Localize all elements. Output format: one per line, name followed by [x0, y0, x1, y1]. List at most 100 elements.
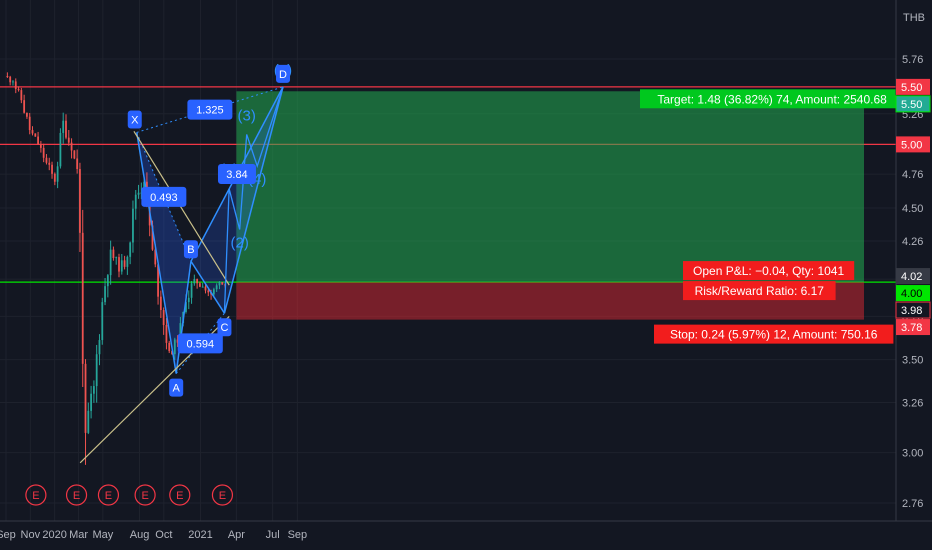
event-marker-label: E	[219, 490, 226, 502]
candle-body	[168, 342, 171, 352]
candle-body	[179, 323, 182, 343]
candle-body	[109, 249, 112, 276]
price-badge-label: 5.00	[901, 139, 922, 151]
pattern-point-label: C	[220, 322, 228, 334]
pattern-point-label: A	[173, 383, 181, 395]
candle-body	[190, 283, 193, 298]
candle-body	[134, 194, 137, 209]
candle-body	[95, 354, 98, 387]
stop-label: Stop: 0.24 (5.97%) 12, Amount: 750.16	[670, 328, 878, 342]
candle-body	[196, 279, 199, 284]
x-tick-label: Aug	[130, 529, 150, 541]
pattern-leg-xa	[136, 132, 177, 374]
candle-body	[23, 100, 26, 113]
price-badge-label: 5.50	[901, 82, 922, 94]
candle-body	[56, 166, 59, 182]
y-tick-label: 4.26	[902, 236, 923, 248]
candle-body	[173, 339, 176, 355]
price-badge	[896, 78, 930, 95]
candle-body	[76, 158, 79, 170]
candle-body	[212, 289, 215, 295]
candle-body	[140, 192, 143, 194]
candle-body	[45, 157, 48, 163]
candle-body	[221, 282, 224, 285]
candle-body	[20, 90, 23, 101]
wave-label: (3)	[238, 107, 256, 124]
x-tick-label: Jul	[266, 529, 280, 541]
candle-body	[126, 256, 129, 267]
ratio-badge	[187, 99, 233, 120]
candle-body	[39, 144, 42, 148]
pattern-leg-ab	[175, 261, 192, 374]
pnl-label-box	[683, 261, 855, 281]
price-badge-label: 4.02	[901, 271, 922, 283]
x-tick-label: Oct	[155, 529, 172, 541]
currency-label: THB	[903, 12, 925, 24]
target-label: Target: 1.48 (36.82%) 74, Amount: 2540.6…	[657, 92, 887, 106]
ratio-label: 0.493	[150, 192, 178, 204]
pattern-diag-xb	[136, 132, 192, 262]
event-marker	[97, 484, 120, 506]
candle-body	[123, 260, 126, 267]
x-tick-label: Sep	[0, 529, 16, 541]
price-badge	[896, 268, 930, 285]
event-marker-label: E	[105, 490, 112, 502]
candle-body	[201, 286, 204, 288]
risk-reward-label: Risk/Reward Ratio: 6.17	[695, 284, 825, 298]
candle-body	[187, 297, 190, 303]
x-tick-label: Apr	[228, 529, 245, 541]
event-marker	[169, 484, 191, 506]
price-badge	[896, 136, 930, 153]
candle-body	[87, 410, 90, 433]
candle-body	[73, 150, 76, 159]
candle-body	[51, 164, 53, 174]
candle-body	[6, 76, 9, 78]
position-labels: Target: 1.48 (36.82%) 74, Amount: 2540.6…	[640, 89, 905, 344]
candle-body	[215, 285, 218, 290]
x-tick-label: May	[92, 529, 113, 541]
candle-body	[9, 76, 12, 83]
event-marker-label: E	[141, 490, 148, 502]
candle-body	[132, 208, 134, 243]
event-marker	[65, 484, 88, 506]
grid	[0, 0, 896, 521]
candle-body	[204, 286, 207, 291]
candle-body	[106, 275, 109, 287]
time-axis-background	[0, 521, 932, 550]
event-marker-label: E	[32, 490, 39, 502]
candle-body	[65, 120, 67, 138]
candle-body	[129, 242, 132, 257]
pattern-point-label: B	[187, 244, 194, 256]
candle-body	[176, 339, 179, 343]
ratio-label: 3.84	[226, 169, 247, 181]
candle-body	[67, 137, 70, 143]
candle-body	[98, 340, 101, 355]
candle-body	[53, 173, 56, 182]
pnl-label: Open P&L: −0.04, Qty: 1041	[693, 264, 844, 278]
ratio-label: 1.325	[196, 105, 224, 117]
candle-body	[48, 162, 51, 165]
y-tick-label: 5.76	[902, 54, 923, 66]
candle-body	[115, 257, 118, 259]
x-tick-label: Mar	[69, 529, 88, 541]
x-tick-label: Sep	[288, 529, 308, 541]
price-badge	[895, 301, 931, 319]
ratio-badge	[217, 164, 256, 185]
event-marker	[25, 484, 47, 506]
candle-body	[34, 133, 37, 137]
price-axis[interactable]: 5.765.505.265.004.764.504.264.003.763.50…	[895, 0, 932, 550]
candle-body	[162, 310, 165, 326]
trendline	[133, 130, 230, 286]
candle-body	[118, 257, 120, 272]
y-tick-label: 4.50	[902, 203, 923, 215]
candle-body	[199, 283, 201, 287]
ratio-badge	[177, 333, 223, 354]
candle-body	[120, 260, 123, 272]
candle-body	[26, 112, 28, 117]
pattern-point-badge	[217, 318, 232, 337]
candle-body	[185, 302, 187, 312]
candle-body	[84, 363, 87, 433]
price-badge-label: 3.78	[901, 322, 922, 334]
